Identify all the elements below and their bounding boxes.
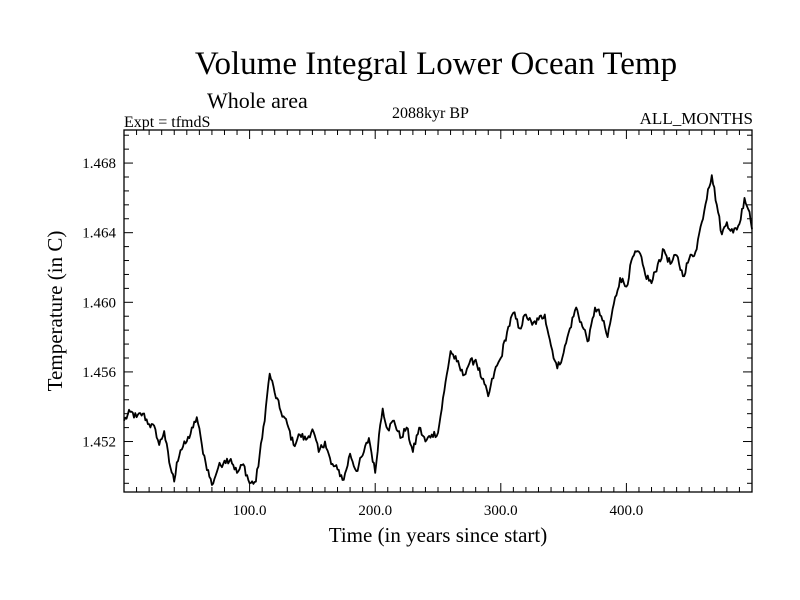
chart-subtitle: Whole area: [207, 88, 308, 113]
x-tick-label: 400.0: [610, 503, 644, 519]
y-tick-label: 1.456: [82, 365, 116, 381]
months-label: ALL_MONTHS: [639, 109, 753, 128]
y-tick-label: 1.460: [82, 295, 116, 311]
tick-marks: [124, 130, 752, 492]
period-label: 2088kyr BP: [392, 105, 469, 122]
series-line: [123, 174, 753, 486]
x-axis-label: Time (in years since start): [329, 523, 548, 547]
y-tick-label: 1.468: [82, 156, 116, 172]
y-tick-label: 1.452: [82, 435, 116, 451]
chart-title: Volume Integral Lower Ocean Temp: [194, 46, 678, 82]
x-tick-label: 300.0: [484, 503, 518, 519]
tick-labels: 100.0 200.0 300.0 400.0 1.452 1.456 1.460 1.464…: [82, 156, 643, 519]
plot-frame: [123, 129, 753, 493]
y-tick-label: 1.464: [82, 226, 116, 242]
x-tick-label: 100.0: [233, 503, 267, 519]
y-axis-label: Temperature (in C): [43, 231, 67, 392]
experiment-label: Expt = tfmdS: [124, 114, 211, 131]
x-tick-label: 200.0: [358, 503, 392, 519]
